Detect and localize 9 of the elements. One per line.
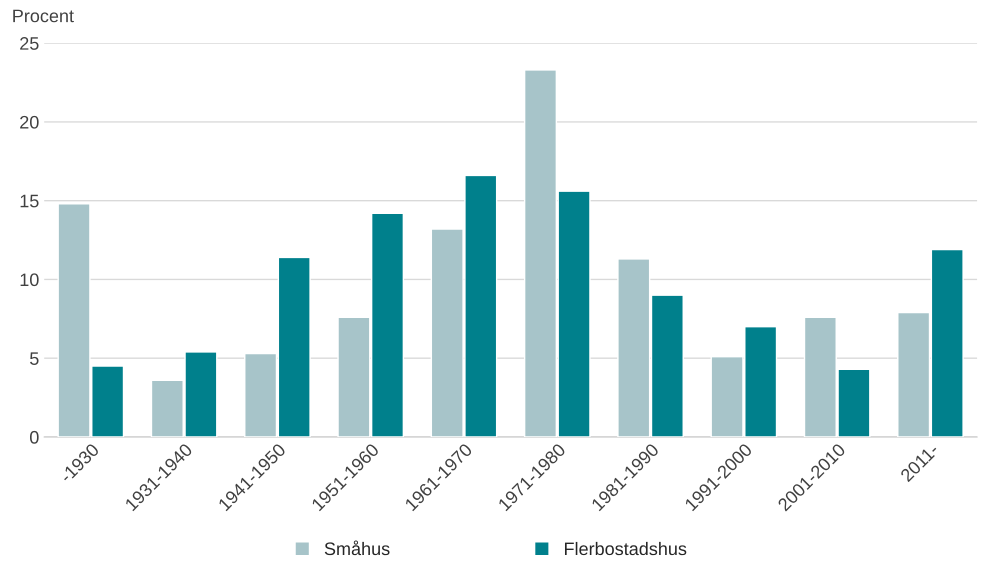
legend-label: Småhus [324, 540, 390, 556]
y-tick-label: 25 [20, 37, 39, 50]
y-tick-label: 10 [20, 273, 39, 286]
legend-label: Flerbostadshus [564, 542, 686, 556]
y-tick-label: 0 [30, 430, 39, 444]
y-axis-title: Procent [13, 10, 74, 22]
y-tick-label: 20 [20, 116, 39, 129]
y-tick-label: 5 [30, 352, 39, 365]
y-tick-label: 15 [20, 194, 39, 208]
